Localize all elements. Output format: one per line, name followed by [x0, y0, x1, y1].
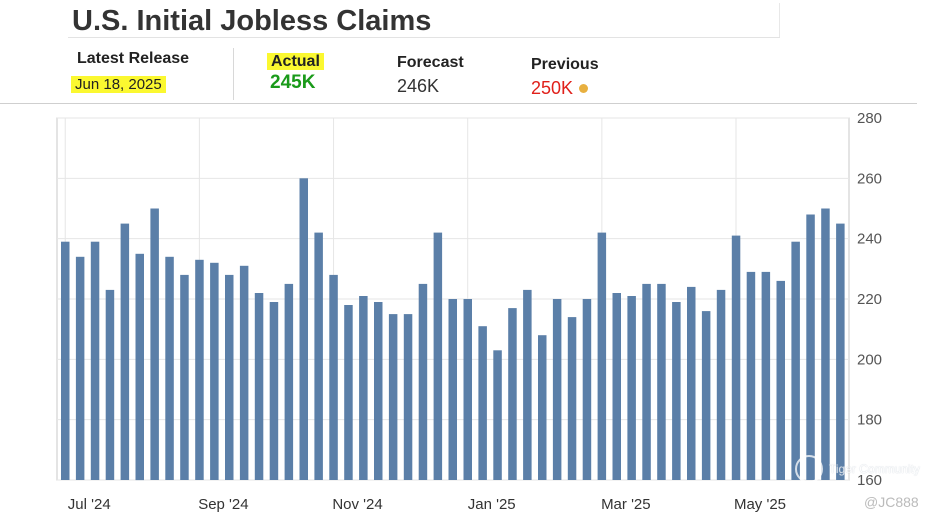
- latest-release-block: Latest Release Jun 18, 2025: [71, 49, 190, 95]
- bar: [75, 256, 85, 480]
- y-tick-label: 220: [857, 291, 882, 308]
- forecast-value: 246K: [397, 76, 440, 96]
- stats-divider: [233, 48, 234, 100]
- y-tick-label: 180: [857, 412, 882, 429]
- x-tick-label: Jan '25: [468, 496, 516, 513]
- y-tick-label: 160: [857, 472, 882, 489]
- title-underline: [68, 37, 780, 38]
- bar: [433, 232, 443, 480]
- bar: [552, 299, 562, 480]
- bar: [463, 299, 472, 480]
- bar: [448, 299, 457, 480]
- header-divider: [0, 103, 917, 104]
- bar: [597, 232, 607, 480]
- bar: [269, 302, 279, 480]
- bar: [761, 271, 771, 480]
- bar: [254, 293, 264, 480]
- bar: [225, 274, 234, 480]
- bar: [418, 283, 428, 480]
- bar: [90, 241, 100, 480]
- bar: [523, 289, 532, 480]
- bar: [329, 274, 338, 480]
- bar: [61, 241, 70, 480]
- bar: [836, 223, 845, 480]
- previous-value: 250K: [531, 78, 574, 98]
- bar: [403, 314, 413, 480]
- bar: [508, 308, 517, 480]
- bar: [821, 208, 830, 480]
- previous-block: Previous 250K: [531, 55, 599, 99]
- x-tick-label: Jul '24: [68, 496, 111, 513]
- bar: [120, 223, 130, 480]
- bar: [627, 296, 636, 480]
- bar: [612, 293, 621, 480]
- bar: [716, 289, 726, 480]
- latest-release-label: Latest Release: [77, 50, 190, 67]
- bar: [731, 235, 741, 480]
- x-tick-label: May '25: [734, 496, 786, 513]
- bar: [165, 256, 174, 480]
- bar: [746, 271, 756, 480]
- y-tick-label: 200: [857, 351, 882, 368]
- watermark-brand: Tiger Community: [829, 462, 920, 476]
- page-title: U.S. Initial Jobless Claims: [72, 5, 432, 37]
- x-tick-label: Nov '24: [332, 496, 382, 513]
- bar: [687, 286, 696, 480]
- bar: [210, 262, 219, 480]
- actual-label: Actual: [267, 53, 324, 70]
- bar: [239, 265, 249, 480]
- y-tick-label: 240: [857, 231, 882, 248]
- bar: [374, 302, 383, 480]
- bar: [791, 241, 800, 480]
- bar: [150, 208, 159, 480]
- bar: [314, 232, 323, 480]
- bar: [180, 274, 189, 480]
- bar: [135, 253, 144, 481]
- watermark: Tiger Community: [793, 455, 933, 487]
- bar: [284, 283, 294, 480]
- y-tick-label: 280: [857, 110, 882, 127]
- forecast-label: Forecast: [397, 54, 464, 71]
- bar: [642, 283, 651, 480]
- previous-label: Previous: [531, 56, 599, 73]
- bar: [359, 296, 368, 480]
- bar: [344, 305, 353, 480]
- bar: [195, 259, 204, 480]
- bar: [388, 314, 398, 480]
- x-tick-label: Mar '25: [601, 496, 651, 513]
- latest-release-date: Jun 18, 2025: [71, 76, 166, 93]
- tiger-logo-icon: [795, 455, 823, 483]
- revision-dot-icon: [579, 84, 589, 93]
- actual-value: 245K: [270, 72, 316, 93]
- forecast-block: Forecast 246K: [397, 53, 464, 97]
- bar: [657, 283, 666, 480]
- bar: [582, 299, 592, 480]
- bar: [299, 178, 308, 481]
- bar: [806, 214, 815, 480]
- y-tick-label: 260: [857, 170, 882, 187]
- bar: [776, 280, 785, 480]
- chart-axes: 160 180 200 220 240 260 280 Jul '24 Sep '24 Nov '…: [68, 110, 882, 513]
- bar: [493, 350, 502, 480]
- chart-bars: [61, 178, 845, 481]
- watermark-handle: @JC888: [864, 494, 919, 510]
- bar: [478, 326, 487, 480]
- jobless-claims-chart: 160 180 200 220 240 260 280 Jul '24 Sep '24 Nov '…: [56, 110, 882, 513]
- actual-block: Actual 245K: [267, 52, 324, 94]
- title-edge: [779, 3, 780, 37]
- bar: [701, 311, 711, 480]
- bar: [105, 289, 115, 480]
- bar: [538, 335, 547, 480]
- x-tick-label: Sep '24: [198, 496, 248, 513]
- bar: [567, 317, 577, 480]
- bar: [672, 302, 681, 480]
